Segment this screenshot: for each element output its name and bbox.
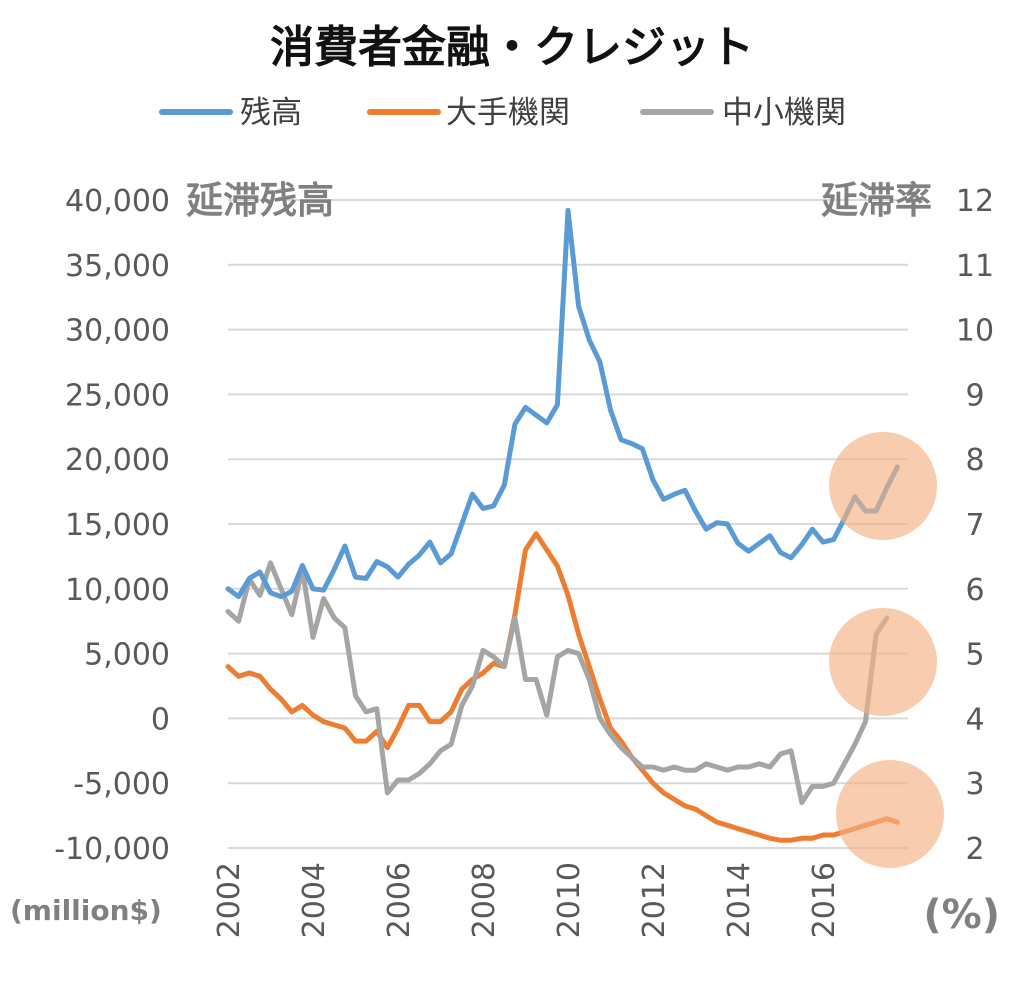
legend-item-balance: 残高 xyxy=(159,95,302,131)
right-tick-label: 3 xyxy=(965,767,984,802)
right-tick-label: 5 xyxy=(965,638,984,673)
legend-label-balance: 残高 xyxy=(240,95,302,131)
series-lines xyxy=(225,207,900,843)
x-tick-label: 2012 xyxy=(637,862,672,938)
x-tick-label: 2010 xyxy=(552,862,587,938)
right-tick-label: 9 xyxy=(965,378,984,413)
right-tick-label: 11 xyxy=(956,249,994,284)
right-tick-label: 2 xyxy=(965,832,984,867)
left-tick-label: 10,000 xyxy=(65,573,170,608)
right-axis-ticks: 12 11 10 9 8 7 6 5 4 3 2 xyxy=(956,184,994,867)
left-tick-label: 25,000 xyxy=(65,378,170,413)
legend-label-large-institutions: 大手機関 xyxy=(446,95,570,131)
left-tick-label: -10,000 xyxy=(54,832,170,867)
left-tick-label: 40,000 xyxy=(65,184,170,219)
x-tick-label: 2006 xyxy=(382,862,417,938)
highlight-circle-large-institutions xyxy=(836,760,944,868)
left-axis-unit: (million$) xyxy=(10,894,162,927)
left-tick-label: 5,000 xyxy=(84,638,170,673)
series-line-1 xyxy=(225,531,900,843)
right-tick-label: 10 xyxy=(956,314,994,349)
x-tick-label: 2008 xyxy=(467,862,502,938)
series-line-2 xyxy=(225,560,890,806)
x-tick-label: 2002 xyxy=(212,862,247,938)
left-tick-label: 0 xyxy=(151,702,170,737)
right-tick-label: 7 xyxy=(965,508,984,543)
left-tick-label: 20,000 xyxy=(65,443,170,478)
left-tick-label: 35,000 xyxy=(65,249,170,284)
highlight-circles xyxy=(829,432,944,868)
x-axis-ticks: 2002 2004 2006 2008 2010 2012 2014 2016 xyxy=(212,862,842,938)
right-tick-label: 6 xyxy=(965,573,984,608)
left-tick-label: 15,000 xyxy=(65,508,170,543)
legend-item-large-institutions: 大手機関 xyxy=(367,95,570,131)
right-axis-title: 延滞率 xyxy=(821,179,932,222)
series-line-0 xyxy=(225,207,900,600)
chart-title: 消費者金融・クレジット xyxy=(270,22,754,73)
right-tick-label: 8 xyxy=(965,443,984,478)
right-tick-label: 4 xyxy=(965,702,984,737)
left-axis-ticks: 40,000 35,000 30,000 25,000 20,000 15,000 10,0… xyxy=(54,184,170,867)
left-axis-title: 延滞残高 xyxy=(186,179,334,222)
left-tick-label: 30,000 xyxy=(65,314,170,349)
left-tick-label: -5,000 xyxy=(73,767,170,802)
highlight-circle-balance xyxy=(829,432,937,540)
right-tick-label: 12 xyxy=(956,184,994,219)
legend-label-small-institutions: 中小機関 xyxy=(722,95,846,131)
legend-item-small-institutions: 中小機関 xyxy=(640,95,846,131)
x-tick-label: 2016 xyxy=(807,862,842,938)
grid-lines xyxy=(228,199,908,849)
x-tick-label: 2004 xyxy=(297,862,332,938)
x-tick-label: 2014 xyxy=(722,862,757,938)
right-axis-unit: (%) xyxy=(923,892,1000,938)
legend: 残高 大手機関 中小機関 xyxy=(159,95,846,131)
highlight-circle-small-institutions xyxy=(829,608,937,716)
